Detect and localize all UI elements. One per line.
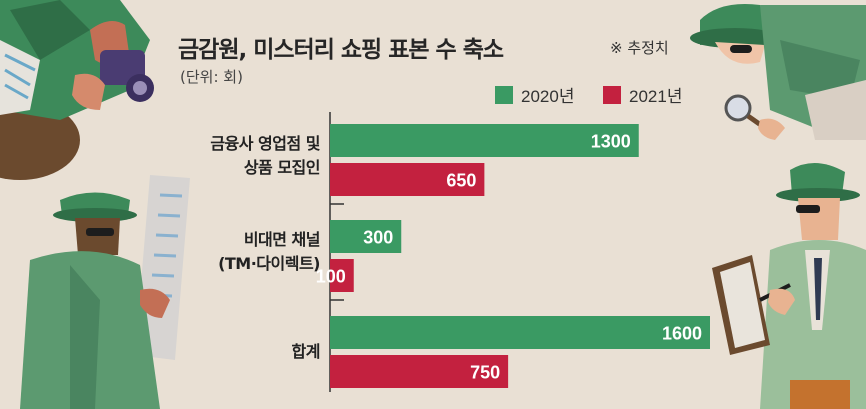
- bar-2021년-cat2: [330, 355, 509, 388]
- unit-label: (단위: 회): [180, 68, 243, 86]
- legend-swatch-2020: [495, 85, 513, 104]
- legend-item-2021: 2021년: [603, 82, 682, 107]
- category-label-online-line2: (TM·다이렉트): [218, 254, 320, 273]
- bar-2020년-cat2: [330, 316, 710, 349]
- data-label-2021년-cat1: 100: [316, 267, 346, 287]
- detective-clipboard-illustration: [712, 162, 866, 409]
- category-label-branch-line1: 금융사 영업점 및: [210, 134, 320, 153]
- category-label-total-line1: 합계: [291, 342, 321, 361]
- estimate-note: ※ 추정치: [610, 39, 669, 57]
- category-label-online: 비대면 채널 (TM·다이렉트): [218, 228, 320, 276]
- category-label-branch-line2: 상품 모집인: [243, 158, 321, 177]
- bar-2021년-cat1: [330, 259, 354, 292]
- detective-camera-illustration: [0, 0, 154, 180]
- detective-magnifier-illustration: [690, 4, 866, 140]
- data-label-2020년-cat0: 1300: [591, 132, 631, 152]
- data-label-2020년-cat2: 1600: [662, 324, 702, 344]
- category-label-online-line1: 비대면 채널: [243, 230, 321, 249]
- legend-item-2020: 2020년: [495, 82, 574, 107]
- legend-label-2021: 2021년: [629, 87, 683, 106]
- legend-label-2020: 2020년: [521, 87, 575, 106]
- data-label-2021년-cat0: 650: [446, 171, 476, 191]
- bar-2020년-cat0: [330, 124, 639, 157]
- category-label-total: 합계: [291, 340, 321, 364]
- chart-title: 금감원, 미스터리 쇼핑 표본 수 축소: [178, 37, 504, 63]
- legend-swatch-2021: [603, 85, 621, 104]
- bar-2021년-cat0: [330, 163, 485, 196]
- bar-2020년-cat1: [330, 220, 402, 253]
- category-label-branch: 금융사 영업점 및 상품 모집인: [210, 132, 320, 180]
- detective-newspaper-illustration: [20, 175, 190, 409]
- data-label-2021년-cat2: 750: [470, 363, 500, 383]
- data-label-2020년-cat1: 300: [363, 228, 393, 248]
